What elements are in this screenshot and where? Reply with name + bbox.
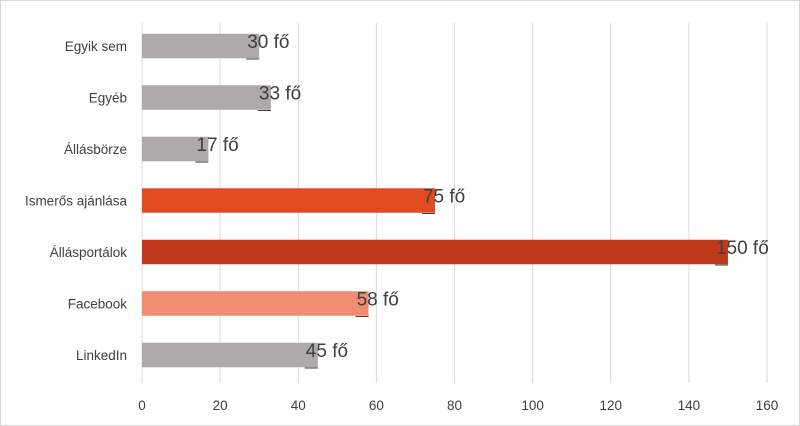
bar bbox=[142, 291, 369, 316]
bar bbox=[142, 342, 318, 368]
x-tick-label: 160 bbox=[756, 398, 779, 413]
category-label: Állásbörze bbox=[64, 142, 127, 157]
category-label: Egyéb bbox=[89, 91, 127, 106]
x-tick-label: 80 bbox=[447, 398, 462, 413]
bars bbox=[142, 33, 728, 368]
x-tick-label: 140 bbox=[678, 398, 701, 413]
x-tick-label: 120 bbox=[599, 398, 622, 413]
x-axis-tick-labels: 0 20 40 60 80 100 120 140 160 bbox=[138, 398, 778, 413]
category-label: LinkedIn bbox=[76, 348, 127, 363]
bar bbox=[142, 239, 728, 265]
data-label: 75 fő bbox=[423, 187, 465, 208]
x-tick-label: 20 bbox=[213, 398, 228, 413]
bar bbox=[142, 188, 435, 213]
data-label: 45 fő bbox=[306, 341, 348, 362]
bar bbox=[142, 136, 209, 162]
data-labels: 30 fő 33 fő 17 fő 75 fő 150 fő 58 fő 45 fő bbox=[195, 32, 769, 369]
x-tick-label: 0 bbox=[138, 398, 146, 413]
category-label: Ismerős ajánlása bbox=[25, 194, 128, 209]
data-label: 17 fő bbox=[196, 135, 238, 156]
category-label: Egyik sem bbox=[65, 39, 127, 54]
gridlines bbox=[141, 23, 768, 383]
bar bbox=[142, 85, 271, 110]
x-tick-label: 40 bbox=[291, 398, 306, 413]
x-tick-label: 60 bbox=[369, 398, 384, 413]
category-label: Facebook bbox=[68, 297, 128, 312]
category-label: Állásportálok bbox=[50, 245, 128, 260]
data-label: 30 fő bbox=[247, 32, 289, 53]
x-tick-label: 100 bbox=[521, 398, 544, 413]
category-labels: Egyik sem Egyéb Állásbörze Ismerős ajánlása… bbox=[25, 39, 128, 363]
data-label: 58 fő bbox=[357, 290, 399, 311]
data-label: 33 fő bbox=[259, 84, 301, 105]
bar bbox=[142, 33, 260, 59]
data-label: 150 fő bbox=[716, 238, 769, 259]
